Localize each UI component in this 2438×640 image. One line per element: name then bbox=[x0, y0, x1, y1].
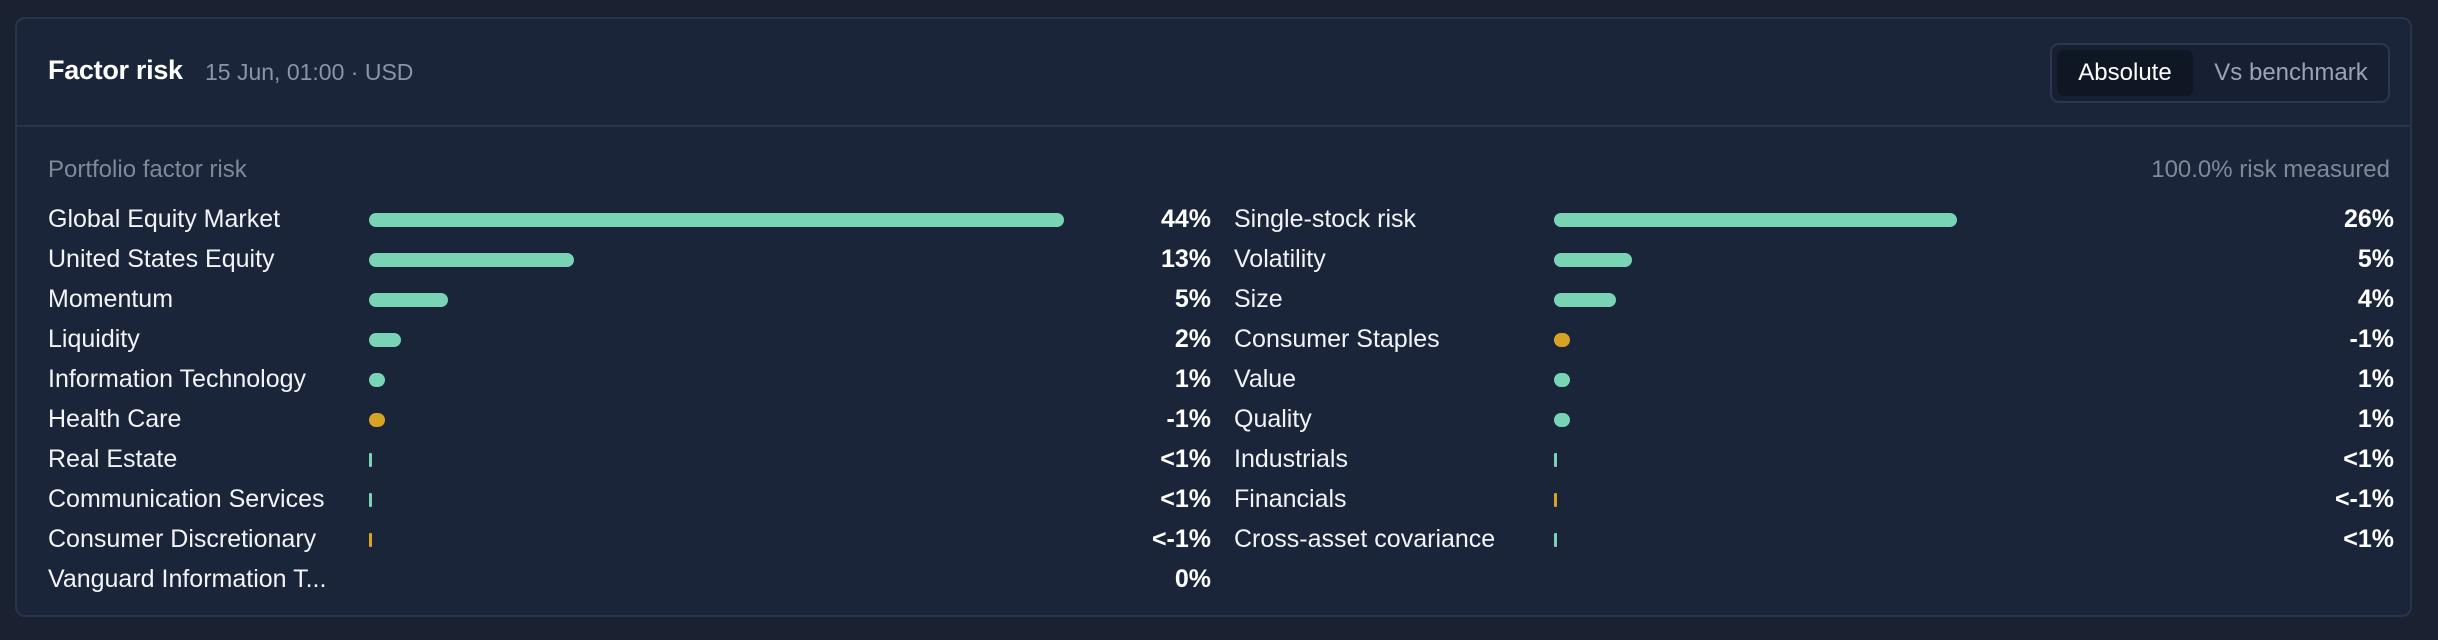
toggle-vs-benchmark-button[interactable]: Vs benchmark bbox=[2214, 59, 2368, 86]
section-label: Portfolio factor risk bbox=[48, 156, 247, 183]
factor-name: United States Equity bbox=[48, 245, 275, 273]
factor-row: Financials <-1% bbox=[1234, 479, 2394, 519]
factor-value: 4% bbox=[2357, 285, 2394, 313]
factor-value: <1% bbox=[2343, 525, 2394, 553]
factor-bar bbox=[369, 373, 385, 387]
factor-name: Real Estate bbox=[48, 445, 178, 473]
toggle-absolute-button[interactable]: Absolute bbox=[2057, 50, 2193, 96]
factor-name: Communication Services bbox=[48, 485, 325, 513]
factor-bar bbox=[1554, 213, 1957, 227]
factor-row: Size 4% bbox=[1234, 279, 2394, 319]
factor-bar bbox=[369, 253, 575, 267]
factor-value: 1% bbox=[2357, 405, 2394, 433]
factor-value: <-1% bbox=[1151, 525, 1211, 553]
factor-row: Consumer Discretionary <-1% bbox=[48, 519, 1211, 559]
factor-row: Real Estate <1% bbox=[48, 439, 1211, 479]
factor-row: Industrials <1% bbox=[1234, 439, 2394, 479]
factor-bar bbox=[1554, 493, 1557, 507]
factor-name: Financials bbox=[1234, 485, 1347, 513]
panel-title: Factor risk bbox=[48, 55, 183, 85]
factor-value: 0% bbox=[1174, 565, 1211, 593]
view-toggle: Absolute Vs benchmark bbox=[2050, 43, 2390, 103]
risk-coverage-label: 100.0% risk measured bbox=[2151, 156, 2390, 183]
left-factor-list: Global Equity Market 44% United States Equ… bbox=[48, 199, 1211, 599]
factor-name: Momentum bbox=[48, 285, 174, 313]
factor-row: Consumer Staples -1% bbox=[1234, 319, 2394, 359]
factor-name: Size bbox=[1234, 285, 1283, 313]
factor-row: United States Equity 13% bbox=[48, 239, 1211, 279]
factor-row: Volatility 5% bbox=[1234, 239, 2394, 279]
factor-bar bbox=[369, 493, 372, 507]
factor-name: Liquidity bbox=[48, 325, 140, 353]
factor-row: Vanguard Information T... 0% bbox=[48, 559, 1211, 599]
factor-name: Health Care bbox=[48, 405, 182, 433]
factor-bar bbox=[369, 533, 372, 547]
right-factor-list: Single-stock risk 26% Volatility 5% Size 4% Co… bbox=[1234, 199, 2394, 559]
factor-bar bbox=[1554, 293, 1616, 307]
factor-bar bbox=[369, 413, 385, 427]
factor-row: Single-stock risk 26% bbox=[1234, 199, 2394, 239]
factor-value: 1% bbox=[1174, 365, 1211, 393]
factor-name: Cross-asset covariance bbox=[1234, 525, 1496, 553]
factor-bar bbox=[1554, 373, 1570, 387]
factor-row: Global Equity Market 44% bbox=[48, 199, 1211, 239]
factor-name: Consumer Staples bbox=[1234, 325, 1440, 353]
factor-value: <-1% bbox=[2334, 485, 2394, 513]
factor-name: Global Equity Market bbox=[48, 205, 281, 233]
factor-row: Communication Services <1% bbox=[48, 479, 1211, 519]
factor-value: 1% bbox=[2357, 365, 2394, 393]
factor-bar bbox=[1554, 253, 1632, 267]
factor-value: 2% bbox=[1174, 325, 1211, 353]
factor-row: Information Technology 1% bbox=[48, 359, 1211, 399]
factor-value: 26% bbox=[2343, 205, 2394, 233]
factor-value: 44% bbox=[1160, 205, 1211, 233]
factor-name: Quality bbox=[1234, 405, 1312, 433]
factor-value: 5% bbox=[2357, 245, 2394, 273]
factor-row: Momentum 5% bbox=[48, 279, 1211, 319]
factor-row: Cross-asset covariance <1% bbox=[1234, 519, 2394, 559]
panel-header: Factor risk 15 Jun, 01:00 · USD Absolute… bbox=[17, 19, 2410, 127]
factor-name: Single-stock risk bbox=[1234, 205, 1416, 233]
factor-name: Volatility bbox=[1234, 245, 1326, 273]
factor-row: Health Care -1% bbox=[48, 399, 1211, 439]
factor-name: Information Technology bbox=[48, 365, 307, 393]
factor-value: <1% bbox=[2343, 445, 2394, 473]
factor-bar bbox=[1554, 533, 1557, 547]
panel-subtitle: 15 Jun, 01:00 · USD bbox=[205, 59, 414, 85]
factor-bar bbox=[1554, 333, 1570, 347]
factor-value: 13% bbox=[1160, 245, 1211, 273]
factor-bar bbox=[369, 453, 372, 467]
factor-row: Quality 1% bbox=[1234, 399, 2394, 439]
factor-value: <1% bbox=[1160, 445, 1211, 473]
factor-bar bbox=[369, 213, 1065, 227]
factor-bar bbox=[369, 293, 448, 307]
factor-name: Industrials bbox=[1234, 445, 1348, 473]
factor-row: Liquidity 2% bbox=[48, 319, 1211, 359]
factor-name: Value bbox=[1234, 365, 1297, 393]
factor-name: Consumer Discretionary bbox=[48, 525, 317, 553]
factor-value: 5% bbox=[1174, 285, 1211, 313]
factor-value: <1% bbox=[1160, 485, 1211, 513]
factor-value: -1% bbox=[2349, 325, 2394, 353]
factor-bar bbox=[1554, 413, 1570, 427]
factor-bar bbox=[1554, 453, 1557, 467]
factor-bar bbox=[369, 333, 401, 347]
factor-risk-panel: Factor risk 15 Jun, 01:00 · USD Absolute… bbox=[15, 17, 2412, 617]
factor-row: Value 1% bbox=[1234, 359, 2394, 399]
factor-value: -1% bbox=[1166, 405, 1211, 433]
factor-name: Vanguard Information T... bbox=[48, 565, 327, 593]
